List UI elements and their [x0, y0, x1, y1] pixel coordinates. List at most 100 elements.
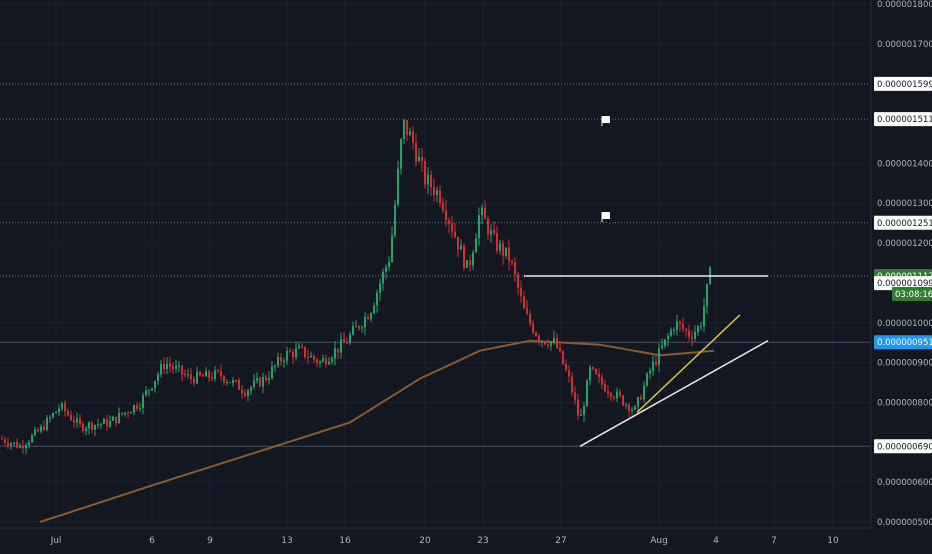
candle-body [484, 207, 486, 219]
candle-body [523, 296, 525, 309]
candle-body [676, 321, 678, 330]
candle-body [298, 346, 300, 349]
candle-body [577, 399, 579, 416]
candle-body [244, 392, 246, 396]
candle-body [535, 332, 537, 336]
candle-body [208, 370, 210, 378]
candle-body [475, 238, 477, 253]
candle-body [556, 337, 558, 348]
x-tick-label: 9 [207, 536, 213, 546]
candle-body [220, 370, 222, 377]
candle-body [46, 417, 48, 430]
candle-body [406, 119, 408, 136]
candle-body [394, 204, 396, 236]
candle-body [31, 435, 33, 443]
horizontal-levels [0, 83, 870, 447]
candle-body [226, 382, 228, 384]
moving-average-line [39, 339, 715, 523]
candle-body [229, 382, 231, 384]
candle-body [403, 119, 405, 140]
candle-body [631, 409, 633, 412]
time-axis[interactable]: Jul 6 9 13 16 20 23 27 Aug 4 7 10 [0, 527, 870, 546]
candle-body [604, 384, 606, 392]
candle-body [688, 330, 690, 337]
candle-body [352, 326, 354, 335]
candle-body [268, 377, 270, 381]
candle-body [349, 334, 351, 343]
candle-body [154, 380, 156, 389]
candle-body [25, 445, 27, 449]
candle-body [373, 305, 375, 314]
candle-body [304, 346, 306, 357]
candle-body [328, 361, 330, 365]
candle-body [52, 413, 54, 418]
candle-body [463, 245, 465, 268]
candle-body [457, 236, 459, 250]
candle-body [166, 363, 168, 369]
candle-body [316, 359, 318, 364]
candle-body [109, 420, 111, 427]
candle-body [448, 220, 450, 224]
candle-body [706, 283, 708, 307]
candle-body [382, 271, 384, 284]
countdown-box [892, 286, 932, 301]
candle-body [418, 156, 420, 162]
candle-body [118, 412, 120, 423]
candle-body [673, 329, 675, 331]
candle-body [64, 403, 66, 412]
candle-body [358, 326, 360, 329]
candle-body [34, 429, 36, 436]
candle-body [391, 235, 393, 262]
candle-body [490, 230, 492, 235]
candle-body [679, 321, 681, 325]
candle-body [514, 262, 516, 275]
candle-body [529, 313, 531, 324]
candle-body [1, 438, 3, 440]
candle-body [103, 419, 105, 424]
candle-body [112, 416, 114, 421]
candle-body [259, 378, 261, 387]
candle-body [589, 367, 591, 381]
candle-body [157, 374, 159, 381]
candle-body [79, 418, 81, 424]
candle-body [217, 370, 219, 372]
candle-body [664, 339, 666, 346]
candle-body [211, 377, 213, 379]
candle-body [331, 358, 333, 362]
candle-body [370, 313, 372, 320]
candle-body [601, 377, 603, 385]
candle-body [199, 371, 201, 376]
candle-body [376, 292, 378, 306]
candle-body [61, 403, 63, 409]
candle-body [124, 412, 126, 415]
candle-body [241, 389, 243, 393]
candle-body [496, 233, 498, 251]
candle-body [235, 379, 237, 381]
candle-body [10, 443, 12, 446]
candle-body [667, 335, 669, 340]
candle-body [283, 360, 285, 362]
candle-body [451, 223, 453, 232]
price-level-label: 0.0000015111 [877, 115, 932, 125]
candle-body [88, 422, 90, 429]
candle-body [643, 385, 645, 400]
price-level-box [874, 276, 932, 291]
candle-body [256, 378, 258, 381]
candle-body [700, 326, 702, 328]
candle-body [133, 405, 135, 413]
candle-body [37, 429, 39, 432]
candle-body [100, 423, 102, 425]
candle-body [625, 404, 627, 406]
candle-body [73, 420, 75, 423]
candle-body [178, 365, 180, 367]
candle-body [334, 348, 336, 359]
candle-body [193, 379, 195, 384]
candle-body [277, 357, 279, 366]
moving-average [39, 339, 715, 523]
candle-body [7, 442, 9, 446]
